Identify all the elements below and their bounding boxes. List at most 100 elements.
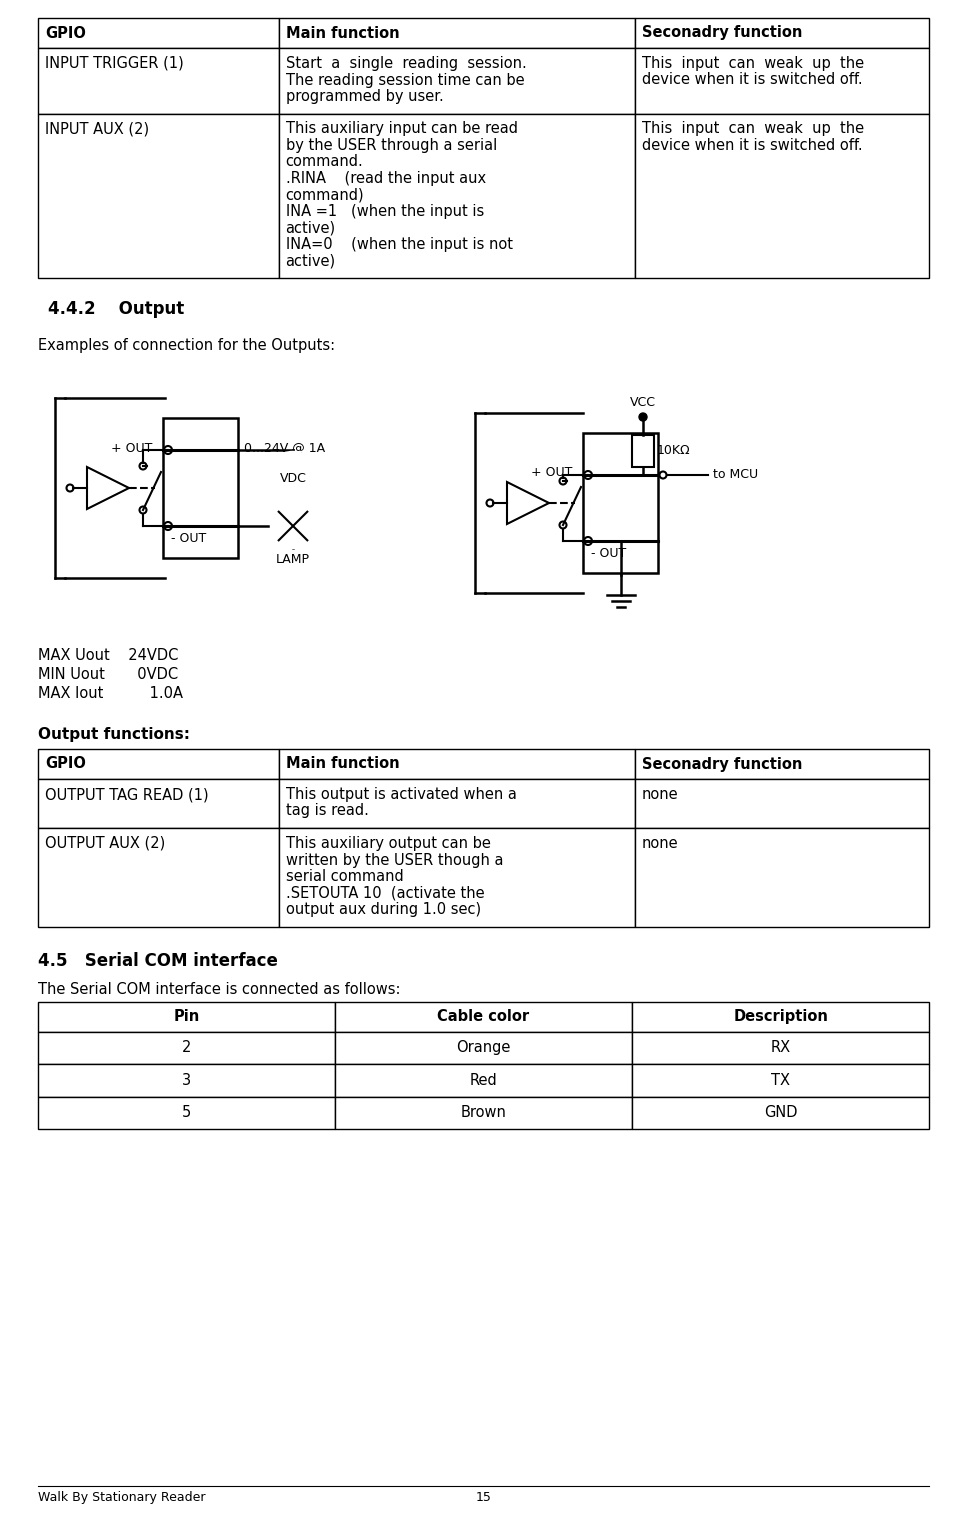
Bar: [632, 1064, 929, 1096]
Bar: [38, 1002, 335, 1032]
Text: GND: GND: [764, 1105, 798, 1120]
Text: output aux during 1.0 sec): output aux during 1.0 sec): [285, 902, 481, 917]
Bar: [38, 1096, 335, 1129]
Text: Walk By Stationary Reader: Walk By Stationary Reader: [38, 1491, 206, 1504]
Bar: [278, 827, 635, 926]
Bar: [278, 779, 635, 827]
Text: 4.5   Serial COM interface: 4.5 Serial COM interface: [38, 952, 278, 970]
Text: Examples of connection for the Outputs:: Examples of connection for the Outputs:: [38, 339, 336, 354]
Text: 3: 3: [182, 1073, 190, 1088]
Bar: [635, 114, 929, 278]
Text: The Serial COM interface is connected as follows:: The Serial COM interface is connected as…: [38, 982, 400, 996]
Bar: [635, 779, 929, 827]
Text: to MCU: to MCU: [713, 469, 758, 481]
Text: - OUT: - OUT: [591, 546, 627, 560]
Text: by the USER through a serial: by the USER through a serial: [285, 138, 497, 153]
Text: This output is activated when a: This output is activated when a: [285, 786, 516, 802]
Text: Cable color: Cable color: [437, 1009, 530, 1025]
Text: 4.4.2    Output: 4.4.2 Output: [48, 301, 185, 317]
Text: VCC: VCC: [630, 396, 656, 408]
Bar: [632, 436, 654, 468]
Text: written by the USER though a: written by the USER though a: [285, 853, 503, 867]
Circle shape: [267, 452, 319, 504]
Text: active): active): [285, 220, 336, 235]
Text: 10KΩ: 10KΩ: [657, 445, 690, 457]
Bar: [335, 1032, 632, 1064]
Text: This  input  can  weak  up  the: This input can weak up the: [642, 56, 864, 71]
Bar: [38, 748, 278, 779]
Text: The reading session time can be: The reading session time can be: [285, 73, 524, 88]
Text: active): active): [285, 254, 336, 269]
Circle shape: [639, 413, 647, 420]
Text: .RINA    (read the input aux: .RINA (read the input aux: [285, 172, 485, 187]
Text: 5: 5: [182, 1105, 190, 1120]
Text: + OUT: + OUT: [111, 442, 153, 454]
Text: device when it is switched off.: device when it is switched off.: [642, 138, 863, 153]
Text: Main function: Main function: [285, 756, 399, 771]
Bar: [632, 1096, 929, 1129]
Bar: [632, 1002, 929, 1032]
Bar: [635, 827, 929, 926]
Text: command): command): [285, 188, 365, 202]
Text: This  input  can  weak  up  the: This input can weak up the: [642, 121, 864, 137]
Bar: [38, 114, 278, 278]
Text: command.: command.: [285, 155, 364, 170]
Bar: [38, 18, 278, 49]
Text: MAX Iout          1.0A: MAX Iout 1.0A: [38, 686, 183, 701]
Text: MAX Uout    24VDC: MAX Uout 24VDC: [38, 648, 178, 663]
Bar: [335, 1002, 632, 1032]
Bar: [38, 827, 278, 926]
Text: This auxiliary output can be: This auxiliary output can be: [285, 836, 490, 852]
Text: INA=0    (when the input is not: INA=0 (when the input is not: [285, 237, 513, 252]
Bar: [278, 114, 635, 278]
Text: - OUT: - OUT: [171, 531, 206, 545]
Bar: [38, 49, 278, 114]
Bar: [632, 1032, 929, 1064]
Bar: [278, 18, 635, 49]
Text: none: none: [642, 836, 679, 852]
Bar: [163, 417, 238, 559]
Text: 0...24V @ 1A: 0...24V @ 1A: [244, 442, 325, 454]
Bar: [278, 49, 635, 114]
Text: TX: TX: [771, 1073, 790, 1088]
Text: This auxiliary input can be read: This auxiliary input can be read: [285, 121, 517, 137]
Bar: [38, 1064, 335, 1096]
Text: MIN Uout       0VDC: MIN Uout 0VDC: [38, 666, 178, 682]
Text: OUTPUT AUX (2): OUTPUT AUX (2): [45, 836, 165, 852]
Text: OUTPUT TAG READ (1): OUTPUT TAG READ (1): [45, 786, 209, 802]
Text: Output functions:: Output functions:: [38, 727, 190, 742]
Text: INA =1   (when the input is: INA =1 (when the input is: [285, 203, 484, 219]
Bar: [38, 779, 278, 827]
Text: programmed by user.: programmed by user.: [285, 90, 443, 105]
Text: Red: Red: [470, 1073, 497, 1088]
Text: RX: RX: [771, 1040, 791, 1055]
Bar: [635, 18, 929, 49]
Text: .SETOUTA 10  (activate the: .SETOUTA 10 (activate the: [285, 885, 484, 900]
Bar: [583, 433, 658, 572]
Text: Main function: Main function: [285, 26, 399, 41]
Circle shape: [271, 504, 315, 548]
Text: 15: 15: [476, 1491, 491, 1504]
Bar: [335, 1096, 632, 1129]
Text: serial command: serial command: [285, 868, 403, 883]
Bar: [635, 748, 929, 779]
Text: INPUT TRIGGER (1): INPUT TRIGGER (1): [45, 56, 184, 71]
Text: GPIO: GPIO: [45, 26, 86, 41]
Text: INPUT AUX (2): INPUT AUX (2): [45, 121, 149, 137]
Bar: [635, 49, 929, 114]
Text: none: none: [642, 786, 679, 802]
Bar: [38, 1032, 335, 1064]
Text: Brown: Brown: [460, 1105, 507, 1120]
Text: LAMP: LAMP: [276, 553, 310, 566]
Text: Seconadry function: Seconadry function: [642, 756, 803, 771]
Text: Orange: Orange: [456, 1040, 511, 1055]
Text: Start  a  single  reading  session.: Start a single reading session.: [285, 56, 526, 71]
Text: + OUT: + OUT: [531, 466, 572, 480]
Text: 2: 2: [182, 1040, 191, 1055]
Text: device when it is switched off.: device when it is switched off.: [642, 73, 863, 88]
Text: Pin: Pin: [173, 1009, 199, 1025]
Text: tag is read.: tag is read.: [285, 803, 368, 818]
Text: Description: Description: [733, 1009, 828, 1025]
Bar: [335, 1064, 632, 1096]
Text: VDC: VDC: [279, 472, 307, 484]
